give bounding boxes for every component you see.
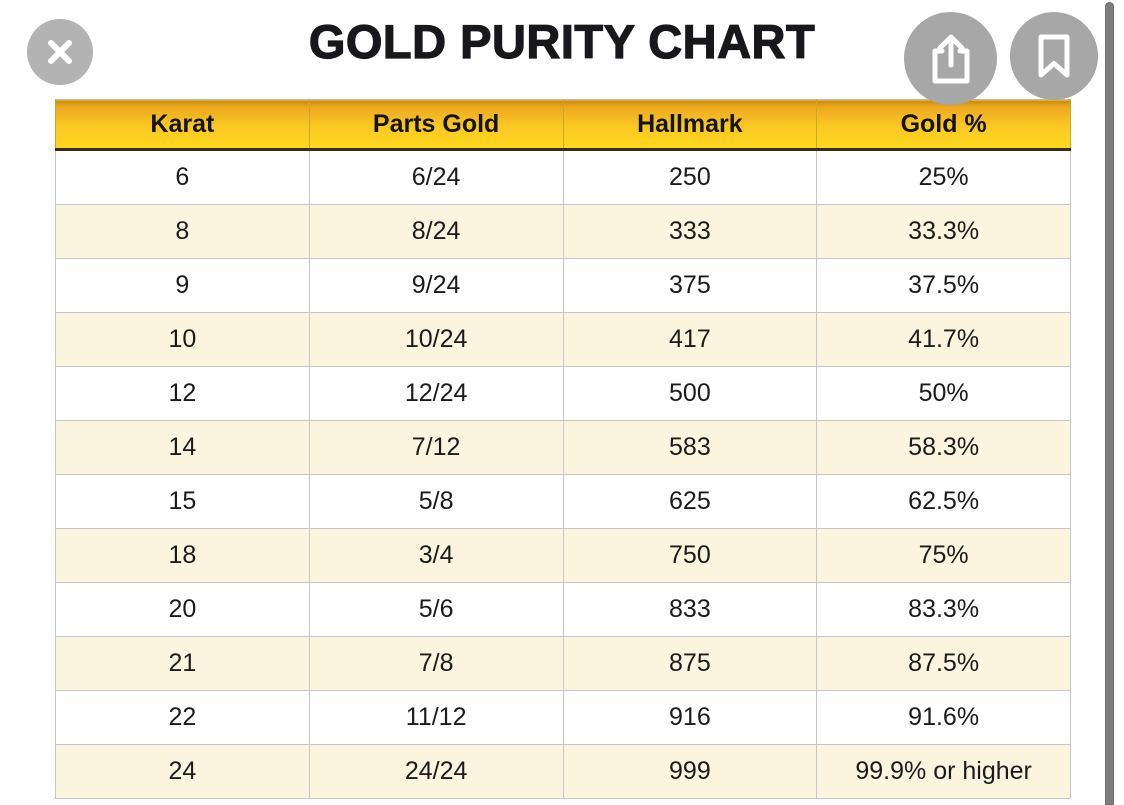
table-cell: 375 xyxy=(562,258,818,313)
table-cell: 22 xyxy=(55,690,310,745)
table-cell: 20 xyxy=(55,582,310,637)
table-cell: 417 xyxy=(562,312,818,367)
table-cell: 24/24 xyxy=(308,744,564,799)
column-header: Gold % xyxy=(816,99,1071,151)
table-cell: 87.5% xyxy=(816,636,1071,691)
table-cell: 99.9% or higher xyxy=(816,744,1071,799)
table-cell: 5/8 xyxy=(308,474,564,529)
table-cell: 62.5% xyxy=(816,474,1071,529)
table-cell: 10 xyxy=(55,312,310,367)
table-body: 6 6/24 250 25% 8 8/24 333 33.3% 9 9/24 375 37.5% 10 1… xyxy=(55,149,1071,799)
table-cell: 83.3% xyxy=(816,582,1071,637)
table-cell: 7/12 xyxy=(308,420,564,475)
gold-purity-table: Karat Parts Gold Hallmark Gold % 6 6/24 250 25… xyxy=(55,99,1071,799)
close-button[interactable] xyxy=(27,19,93,85)
table-cell: 58.3% xyxy=(816,420,1071,475)
table-cell: 25% xyxy=(816,149,1071,205)
table-cell: 3/4 xyxy=(308,528,564,583)
table-cell: 833 xyxy=(562,582,818,637)
table-row: 21 7/8 875 87.5% xyxy=(55,636,1071,691)
table-cell: 333 xyxy=(562,204,818,259)
table-cell: 7/8 xyxy=(308,636,564,691)
table-cell: 9/24 xyxy=(308,258,564,313)
bookmark-button[interactable] xyxy=(1010,12,1098,100)
table-row: 20 5/6 833 83.3% xyxy=(55,582,1071,637)
table-row: 14 7/12 583 58.3% xyxy=(55,420,1071,475)
table-cell: 11/12 xyxy=(308,690,564,745)
table-cell: 41.7% xyxy=(816,312,1071,367)
table-row: 22 11/12 916 91.6% xyxy=(55,690,1071,745)
table-cell: 8/24 xyxy=(308,204,564,259)
table-row: 18 3/4 750 75% xyxy=(55,528,1071,583)
table-cell: 50% xyxy=(816,366,1071,421)
table-cell: 14 xyxy=(55,420,310,475)
table-cell: 625 xyxy=(562,474,818,529)
table-cell: 8 xyxy=(55,204,310,259)
table-cell: 250 xyxy=(562,149,818,205)
table-cell: 18 xyxy=(55,528,310,583)
scrollbar-track xyxy=(1105,0,1114,805)
table-cell: 5/6 xyxy=(308,582,564,637)
table-row: 10 10/24 417 41.7% xyxy=(55,312,1071,367)
table-cell: 583 xyxy=(562,420,818,475)
table-row: 9 9/24 375 37.5% xyxy=(55,258,1071,313)
scrollbar-thumb[interactable] xyxy=(1105,2,1114,805)
page-title: GOLD PURITY CHART xyxy=(308,14,816,68)
table-row: 12 12/24 500 50% xyxy=(55,366,1071,421)
share-button[interactable] xyxy=(904,12,997,105)
table-cell: 6 xyxy=(55,149,310,205)
table-cell: 12/24 xyxy=(308,366,564,421)
table-cell: 33.3% xyxy=(816,204,1071,259)
table-row: 15 5/8 625 62.5% xyxy=(55,474,1071,529)
column-header: Parts Gold xyxy=(308,99,564,151)
share-icon xyxy=(925,31,977,87)
table-cell: 12 xyxy=(55,366,310,421)
table-cell: 10/24 xyxy=(308,312,564,367)
table-cell: 500 xyxy=(562,366,818,421)
table-cell: 9 xyxy=(55,258,310,313)
table-cell: 37.5% xyxy=(816,258,1071,313)
bookmark-icon xyxy=(1033,31,1075,81)
table-cell: 91.6% xyxy=(816,690,1071,745)
column-header: Karat xyxy=(55,99,310,151)
table-row: 24 24/24 999 99.9% or higher xyxy=(55,744,1071,799)
table-row: 6 6/24 250 25% xyxy=(55,149,1071,205)
table-row: 8 8/24 333 33.3% xyxy=(55,204,1071,259)
table-cell: 875 xyxy=(562,636,818,691)
table-cell: 6/24 xyxy=(308,149,564,205)
table-header-row: Karat Parts Gold Hallmark Gold % xyxy=(55,99,1071,151)
table-cell: 916 xyxy=(562,690,818,745)
table-cell: 21 xyxy=(55,636,310,691)
table-cell: 75% xyxy=(816,528,1071,583)
column-header: Hallmark xyxy=(562,99,818,151)
close-icon xyxy=(43,35,77,69)
table-cell: 750 xyxy=(562,528,818,583)
table-cell: 999 xyxy=(562,744,818,799)
table-cell: 15 xyxy=(55,474,310,529)
table-cell: 24 xyxy=(55,744,310,799)
